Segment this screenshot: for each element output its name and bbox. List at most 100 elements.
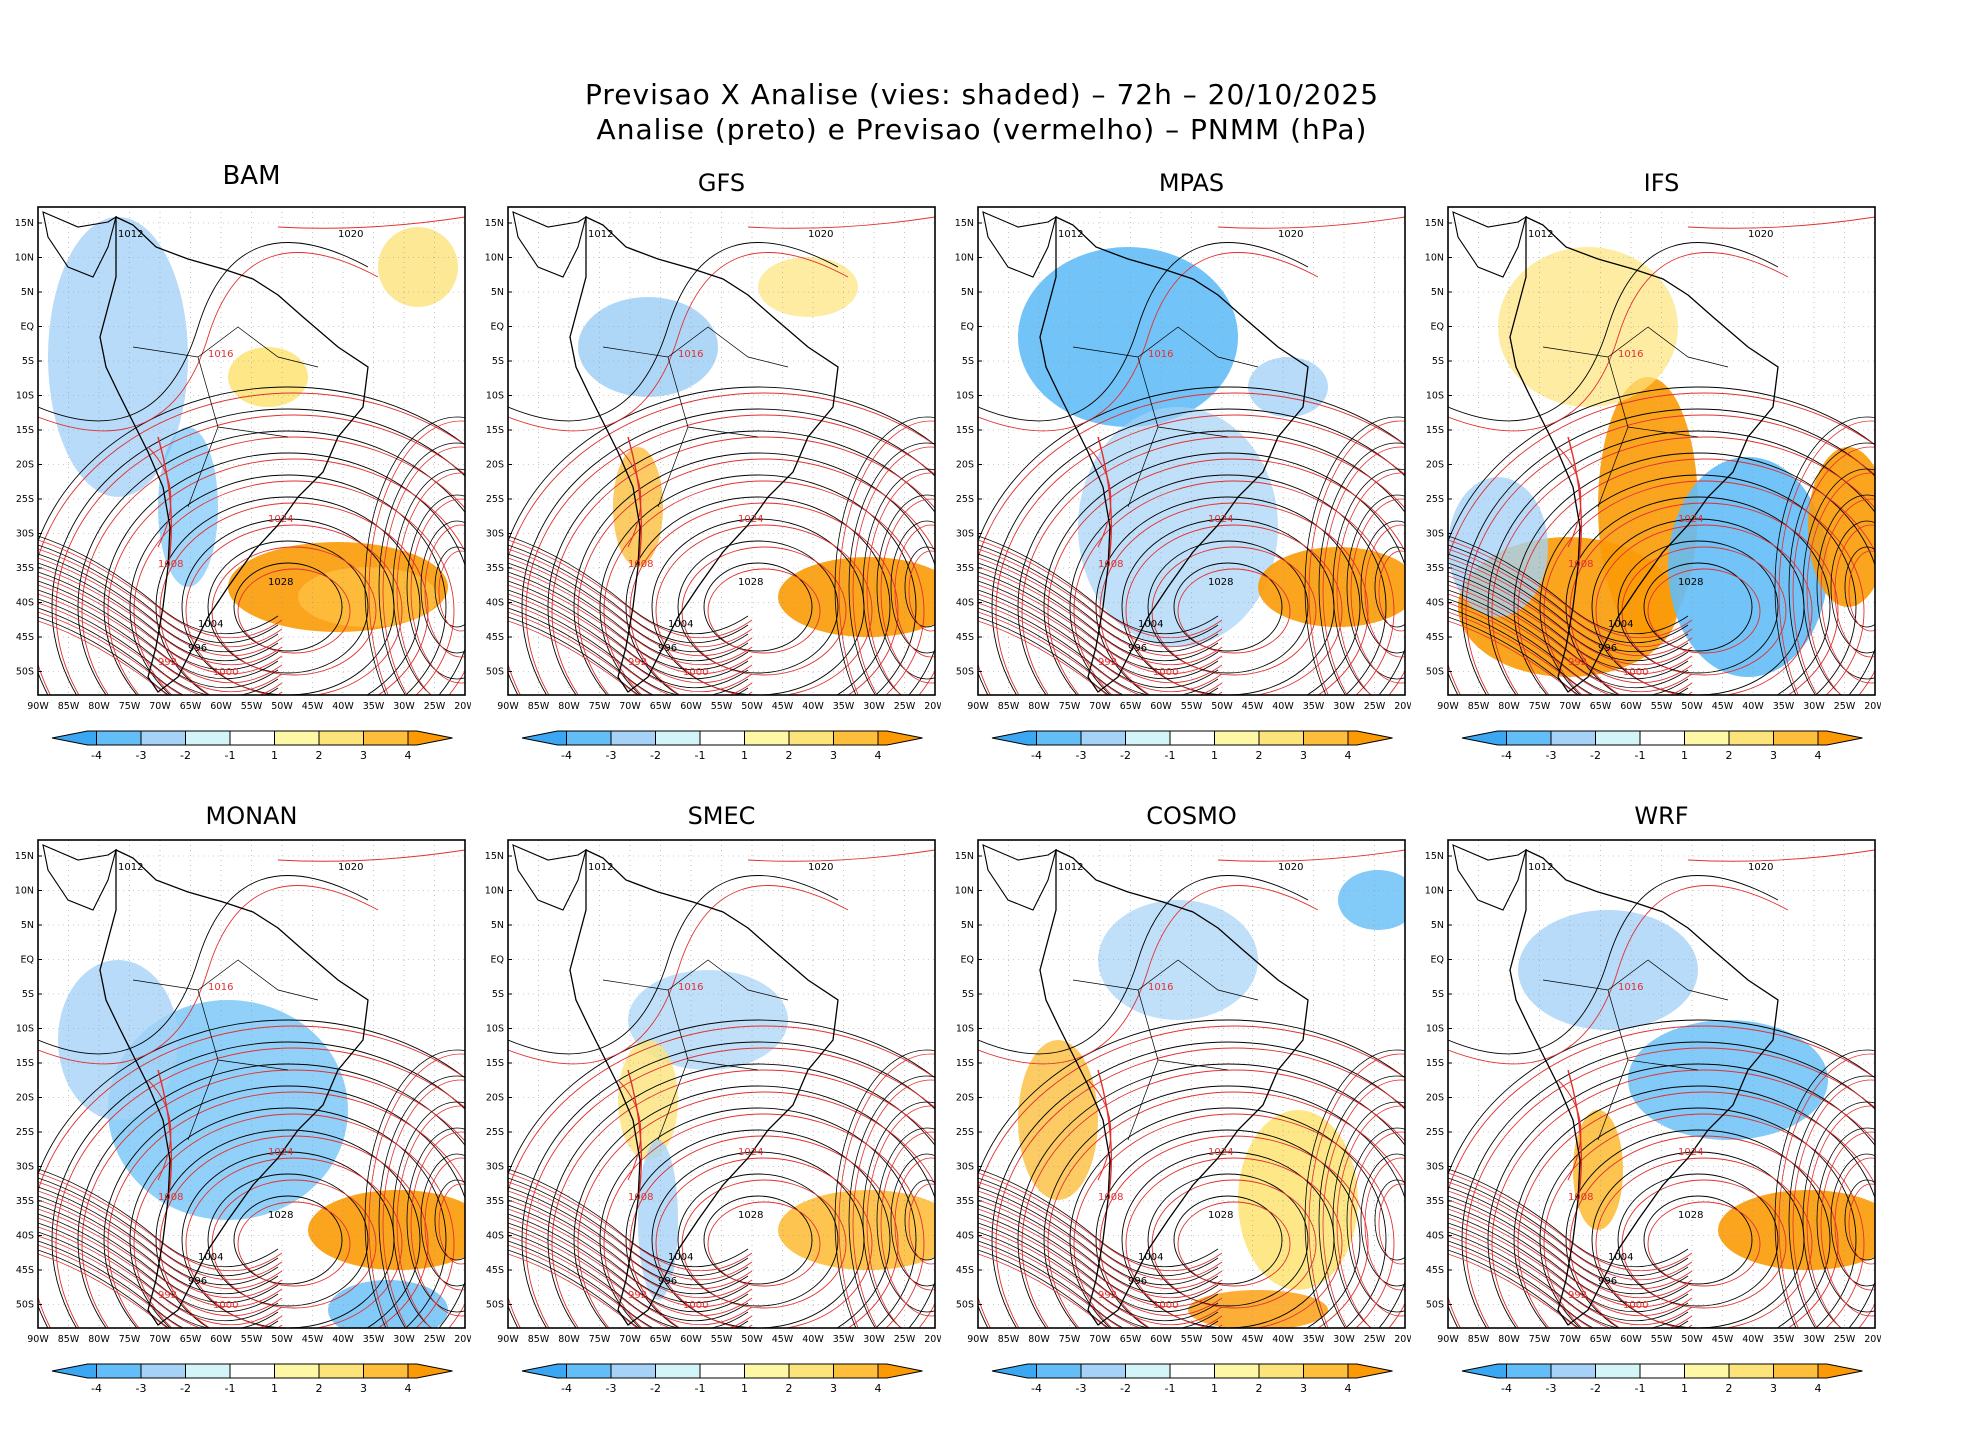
isobar-label: 1016 — [208, 982, 233, 993]
lon-tick-label: 90W — [497, 1334, 519, 1345]
lat-tick-label: 35S — [956, 563, 974, 574]
lon-tick-label: 75W — [119, 1334, 141, 1345]
bias-shading — [1518, 910, 1698, 1030]
lon-tick-label: 70W — [619, 1334, 641, 1345]
lon-tick-label: 60W — [1620, 1334, 1642, 1345]
panel-title: BAM — [222, 161, 281, 191]
lon-tick-label: 70W — [1559, 701, 1581, 712]
panel-wrf: WRF 1012 1016 1020 1024 1028 1008 1004 1000 996 99… — [1425, 802, 1881, 1396]
lat-tick-label: 40S — [956, 1231, 974, 1242]
panel-monan: MONAN 1012 1016 1020 1024 1028 1008 1004 1000 996… — [15, 802, 471, 1396]
isobar-label: 1012 — [588, 229, 613, 240]
lon-tick-label: 55W — [1181, 1334, 1203, 1345]
colorbar-tick-label: 2 — [1256, 749, 1263, 762]
coastline — [1509, 848, 1779, 1326]
colorbar-tick-label: -1 — [1165, 1382, 1176, 1395]
lat-tick-label: 5S — [1432, 356, 1444, 367]
lon-tick-label: 25W — [894, 701, 916, 712]
lat-tick-label: 15S — [1426, 1058, 1444, 1069]
lat-tick-label: 20S — [486, 460, 504, 471]
isobar-label: 992 — [1568, 657, 1587, 668]
lon-tick-label: 70W — [619, 701, 641, 712]
lon-tick-label: 25W — [424, 701, 446, 712]
lat-tick-label: 25S — [486, 1127, 504, 1138]
colorbar-tick-label: -2 — [1590, 1382, 1601, 1395]
lat-tick-label: 15S — [16, 1058, 34, 1069]
lon-tick-label: 85W — [58, 1334, 80, 1345]
colorbar-tick-label: -4 — [1031, 1382, 1042, 1395]
lon-tick-label: 90W — [1437, 701, 1459, 712]
lat-tick-label: 50S — [1426, 667, 1444, 678]
isobar-label: 996 — [188, 643, 207, 654]
isobar-label: 1000 — [1623, 667, 1648, 678]
colorbar: -4 -3 -2 -1 1 2 3 4 — [521, 1363, 923, 1395]
colorbar-tick-label: 1 — [741, 1382, 748, 1395]
colorbar: -4 -3 -2 -1 1 2 3 4 — [991, 1363, 1393, 1395]
colorbar: -4 -3 -2 -1 1 2 3 4 — [51, 1363, 453, 1395]
colorbar-tick-label: -4 — [91, 1382, 102, 1395]
lat-tick-label: 5S — [22, 356, 34, 367]
isobar-label: 1024 — [1208, 514, 1233, 525]
lon-tick-label: 45W — [1242, 701, 1264, 712]
isobar-label: 1028 — [1208, 577, 1233, 588]
lon-tick-label: 55W — [711, 1334, 733, 1345]
lat-tick-label: 10S — [1426, 1024, 1444, 1035]
colorbar-tick-label: 4 — [405, 749, 412, 762]
isobar-label: 1024 — [268, 514, 293, 525]
isobar-label: 996 — [188, 1276, 207, 1287]
lat-tick-label: 45S — [16, 1265, 34, 1276]
colorbar-tick-label: -3 — [1076, 1382, 1087, 1395]
colorbar-tick-label: -1 — [225, 1382, 236, 1395]
lat-tick-label: 10N — [1425, 886, 1444, 897]
lon-tick-label: 65W — [650, 701, 672, 712]
lat-tick-label: 10N — [955, 253, 974, 264]
isobar-label: 1028 — [268, 1210, 293, 1221]
lat-tick-label: 5N — [961, 287, 974, 298]
lat-tick-label: 25S — [956, 494, 974, 505]
lat-tick-label: 5N — [21, 287, 34, 298]
lon-tick-label: 75W — [1059, 1334, 1081, 1345]
lat-tick-label: 10S — [486, 391, 504, 402]
lat-tick-label: EQ — [961, 322, 974, 333]
lat-tick-label: 20S — [956, 460, 974, 471]
isobar-label: 996 — [658, 643, 677, 654]
isobar-label: 1012 — [118, 862, 143, 873]
colorbar-tick-label: -4 — [1031, 749, 1042, 762]
colorbar-tick-label: 2 — [786, 1382, 793, 1395]
colorbar: -4 -3 -2 -1 1 2 3 4 — [991, 730, 1393, 762]
colorbar-tick-label: 1 — [1211, 749, 1218, 762]
lat-tick-label: 25S — [1426, 1127, 1444, 1138]
lon-tick-label: 70W — [1089, 701, 1111, 712]
lon-tick-label: 50W — [1211, 1334, 1233, 1345]
colorbar-tick-label: 4 — [1345, 749, 1352, 762]
isobar-label: 992 — [628, 1290, 647, 1301]
colorbar-tick-label: 1 — [1681, 1382, 1688, 1395]
lon-tick-label: 55W — [241, 701, 263, 712]
isobar-label: 1028 — [1678, 577, 1703, 588]
lon-tick-label: 90W — [27, 701, 49, 712]
colorbar-tick-label: 3 — [360, 749, 367, 762]
isobar-label: 1020 — [808, 862, 833, 873]
lon-tick-label: 55W — [241, 1334, 263, 1345]
isobar-label: 1008 — [158, 559, 183, 570]
colorbar-tick-label: -3 — [606, 1382, 617, 1395]
isobar-label: 1024 — [738, 514, 763, 525]
panel-title: IFS — [1643, 169, 1680, 197]
lon-tick-label: 45W — [302, 1334, 324, 1345]
lon-tick-label: 40W — [1272, 701, 1294, 712]
panel-ifs: IFS 1012 1016 1020 1024 1028 1008 1004 1000 996 99… — [1425, 169, 1881, 763]
lon-tick-label: 20W — [1394, 701, 1411, 712]
lon-tick-label: 60W — [680, 1334, 702, 1345]
isobar-label: 996 — [1128, 643, 1147, 654]
colorbar-tick-label: 3 — [1300, 749, 1307, 762]
lat-tick-label: 40S — [486, 598, 504, 609]
bias-shading — [758, 257, 858, 317]
lat-tick-label: EQ — [491, 955, 504, 966]
lon-tick-label: 65W — [1590, 1334, 1612, 1345]
lat-tick-label: 10S — [16, 391, 34, 402]
lat-tick-label: 50S — [486, 1300, 504, 1311]
isobar-label: 1016 — [1618, 982, 1643, 993]
lat-tick-label: 5S — [962, 989, 974, 1000]
lat-tick-label: 15S — [486, 1058, 504, 1069]
lon-tick-label: 70W — [149, 1334, 171, 1345]
